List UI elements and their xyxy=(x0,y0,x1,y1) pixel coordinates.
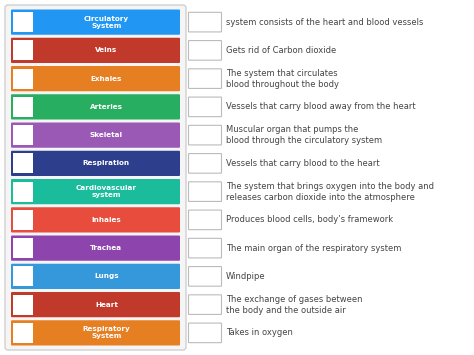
Text: Vessels that carry blood away from the heart: Vessels that carry blood away from the h… xyxy=(226,102,416,111)
Bar xyxy=(13,238,33,258)
Bar xyxy=(13,12,33,32)
Bar xyxy=(13,153,33,173)
Text: Lungs: Lungs xyxy=(94,273,118,279)
FancyBboxPatch shape xyxy=(11,207,180,233)
Bar xyxy=(13,69,33,88)
Text: Respiration: Respiration xyxy=(83,160,130,166)
FancyBboxPatch shape xyxy=(11,94,180,120)
Text: Takes in oxygen: Takes in oxygen xyxy=(226,328,293,337)
Text: Windpipe: Windpipe xyxy=(226,272,265,281)
FancyBboxPatch shape xyxy=(11,235,180,261)
Text: Respiratory
System: Respiratory System xyxy=(82,326,130,339)
FancyBboxPatch shape xyxy=(189,12,221,32)
Bar xyxy=(13,40,33,60)
FancyBboxPatch shape xyxy=(189,210,221,230)
Bar xyxy=(13,267,33,286)
Bar xyxy=(13,295,33,315)
FancyBboxPatch shape xyxy=(11,151,180,176)
Bar xyxy=(13,323,33,343)
Bar xyxy=(13,210,33,230)
FancyBboxPatch shape xyxy=(189,69,221,88)
FancyBboxPatch shape xyxy=(11,10,180,35)
Text: Muscular organ that pumps the
blood through the circulatory system: Muscular organ that pumps the blood thro… xyxy=(226,125,382,145)
Text: The main organ of the respiratory system: The main organ of the respiratory system xyxy=(226,244,401,253)
Text: Exhales: Exhales xyxy=(91,76,122,82)
Text: Inhales: Inhales xyxy=(91,217,121,223)
Text: Veins: Veins xyxy=(95,47,118,53)
FancyBboxPatch shape xyxy=(11,292,180,317)
Text: Skeletal: Skeletal xyxy=(90,132,123,138)
Text: Heart: Heart xyxy=(95,302,118,308)
FancyBboxPatch shape xyxy=(189,238,221,258)
FancyBboxPatch shape xyxy=(11,179,180,204)
Text: The system that brings oxygen into the body and
releases carbon dioxide into the: The system that brings oxygen into the b… xyxy=(226,181,434,202)
FancyBboxPatch shape xyxy=(189,154,221,173)
FancyBboxPatch shape xyxy=(189,267,221,286)
Text: The system that circulates
blood throughout the body: The system that circulates blood through… xyxy=(226,69,339,89)
Text: Produces blood cells, body’s framework: Produces blood cells, body’s framework xyxy=(226,215,393,224)
Text: Cardiovascular
system: Cardiovascular system xyxy=(76,185,137,198)
FancyBboxPatch shape xyxy=(189,97,221,117)
FancyBboxPatch shape xyxy=(189,182,221,201)
Bar xyxy=(13,97,33,117)
Text: Gets rid of Carbon dioxide: Gets rid of Carbon dioxide xyxy=(226,46,336,55)
FancyBboxPatch shape xyxy=(11,264,180,289)
FancyBboxPatch shape xyxy=(189,323,221,343)
FancyBboxPatch shape xyxy=(11,66,180,91)
FancyBboxPatch shape xyxy=(11,122,180,148)
FancyBboxPatch shape xyxy=(189,295,221,315)
Bar xyxy=(13,182,33,202)
Bar xyxy=(13,125,33,145)
FancyBboxPatch shape xyxy=(11,38,180,63)
Text: The exchange of gases between
the body and the outside air: The exchange of gases between the body a… xyxy=(226,295,363,315)
Text: Trachea: Trachea xyxy=(91,245,122,251)
Text: Arteries: Arteries xyxy=(90,104,123,110)
Text: Vessels that carry blood to the heart: Vessels that carry blood to the heart xyxy=(226,159,380,168)
Text: system consists of the heart and blood vessels: system consists of the heart and blood v… xyxy=(226,18,423,27)
FancyBboxPatch shape xyxy=(11,320,180,345)
Text: Circulatory
System: Circulatory System xyxy=(84,16,129,29)
FancyBboxPatch shape xyxy=(189,40,221,60)
FancyBboxPatch shape xyxy=(189,125,221,145)
FancyBboxPatch shape xyxy=(5,5,186,350)
